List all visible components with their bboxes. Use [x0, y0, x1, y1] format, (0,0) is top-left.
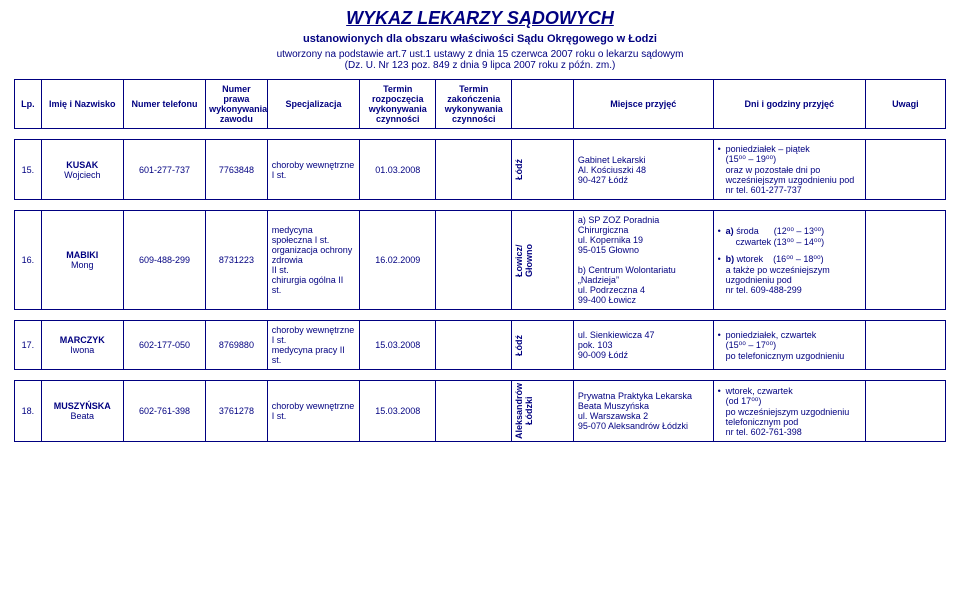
data-row: 15.KUSAKWojciech601-277-7377763848chorob… [15, 140, 946, 200]
cell-notes [865, 381, 945, 442]
page-title: WYKAZ LEKARZY SĄDOWYCH [14, 8, 946, 29]
cell-region: Łódź [512, 140, 574, 200]
col-name: Imię i Nazwisko [41, 80, 123, 129]
table-row: 16.MABIKIMong609-488-2998731223medycyna … [14, 210, 946, 310]
cell-spec: choroby wewnętrzne I st. [267, 140, 359, 200]
cell-phone: 609-488-299 [123, 211, 205, 310]
cell-name: MARCZYKIwona [41, 321, 123, 370]
table-row: 15.KUSAKWojciech601-277-7377763848chorob… [14, 139, 946, 200]
cell-name: MUSZYŃSKABeata [41, 381, 123, 442]
cell-end [436, 321, 512, 370]
page: WYKAZ LEKARZY SĄDOWYCH ustanowionych dla… [0, 0, 960, 612]
cell-lp: 17. [15, 321, 42, 370]
rows-container: 15.KUSAKWojciech601-277-7377763848chorob… [14, 139, 946, 442]
cell-licence: 8769880 [206, 321, 268, 370]
col-hours: Dni i godziny przyjęć [713, 80, 865, 129]
cell-spec: choroby wewnętrzne I st. [267, 381, 359, 442]
cell-phone: 602-761-398 [123, 381, 205, 442]
cell-hours: •a) środa (12⁰⁰ – 13⁰⁰) czwartek (13⁰⁰ –… [713, 211, 865, 310]
legal-basis-line1: utworzony na podstawie art.7 ust.1 ustaw… [14, 49, 946, 60]
cell-notes [865, 211, 945, 310]
cell-lp: 16. [15, 211, 42, 310]
cell-start: 01.03.2008 [360, 140, 436, 200]
cell-end [436, 381, 512, 442]
cell-name: MABIKIMong [41, 211, 123, 310]
header-row: Lp. Imię i Nazwisko Numer telefonu Numer… [15, 80, 946, 129]
col-end: Termin zakończenia wykonywania czynności [436, 80, 512, 129]
cell-licence: 3761278 [206, 381, 268, 442]
cell-region: AleksandrówŁódzki [512, 381, 574, 442]
cell-region: Łowicz/Głowno [512, 211, 574, 310]
legal-basis-line2: (Dz. U. Nr 123 poz. 849 z dnia 9 lipca 2… [14, 60, 946, 71]
cell-hours: •poniedziałek, czwartek(15⁰⁰ – 17⁰⁰)po t… [713, 321, 865, 370]
page-subtitle: ustanowionych dla obszaru właściwości Są… [14, 33, 946, 45]
cell-place: Prywatna Praktyka LekarskaBeata Muszyńsk… [573, 381, 713, 442]
cell-hours: •wtorek, czwartek(od 17⁰⁰)po wcześniejsz… [713, 381, 865, 442]
cell-start: 16.02.2009 [360, 211, 436, 310]
cell-hours: •poniedziałek – piątek(15⁰⁰ – 19⁰⁰)oraz … [713, 140, 865, 200]
data-row: 16.MABIKIMong609-488-2998731223medycyna … [15, 211, 946, 310]
cell-end [436, 140, 512, 200]
col-notes: Uwagi [865, 80, 945, 129]
col-spec: Specjalizacja [267, 80, 359, 129]
cell-start: 15.03.2008 [360, 381, 436, 442]
cell-spec: medycyna społeczna I st.organizacja ochr… [267, 211, 359, 310]
cell-phone: 602-177-050 [123, 321, 205, 370]
col-phone: Numer telefonu [123, 80, 205, 129]
cell-licence: 8731223 [206, 211, 268, 310]
col-licence: Numer prawa wykonywania zawodu [206, 80, 268, 129]
cell-place: Gabinet LekarskiAl. Kościuszki 4890-427 … [573, 140, 713, 200]
cell-spec: choroby wewnętrzne I st.medycyna pracy I… [267, 321, 359, 370]
cell-start: 15.03.2008 [360, 321, 436, 370]
column-header-table: Lp. Imię i Nazwisko Numer telefonu Numer… [14, 79, 946, 129]
data-row: 18.MUSZYŃSKABeata602-761-3983761278choro… [15, 381, 946, 442]
table-row: 18.MUSZYŃSKABeata602-761-3983761278choro… [14, 380, 946, 442]
col-region [512, 80, 574, 129]
col-place: Miejsce przyjęć [573, 80, 713, 129]
table-row: 17.MARCZYKIwona602-177-0508769880choroby… [14, 320, 946, 370]
cell-end [436, 211, 512, 310]
data-row: 17.MARCZYKIwona602-177-0508769880choroby… [15, 321, 946, 370]
cell-name: KUSAKWojciech [41, 140, 123, 200]
cell-phone: 601-277-737 [123, 140, 205, 200]
col-lp: Lp. [15, 80, 42, 129]
cell-notes [865, 140, 945, 200]
cell-licence: 7763848 [206, 140, 268, 200]
cell-region: Łódź [512, 321, 574, 370]
cell-lp: 18. [15, 381, 42, 442]
cell-lp: 15. [15, 140, 42, 200]
cell-place: ul. Sienkiewicza 47pok. 10390-009 Łódź [573, 321, 713, 370]
cell-notes [865, 321, 945, 370]
col-start: Termin rozpoczęcia wykonywania czynności [360, 80, 436, 129]
cell-place: a) SP ZOZ Poradnia Chirurgicznaul. Koper… [573, 211, 713, 310]
